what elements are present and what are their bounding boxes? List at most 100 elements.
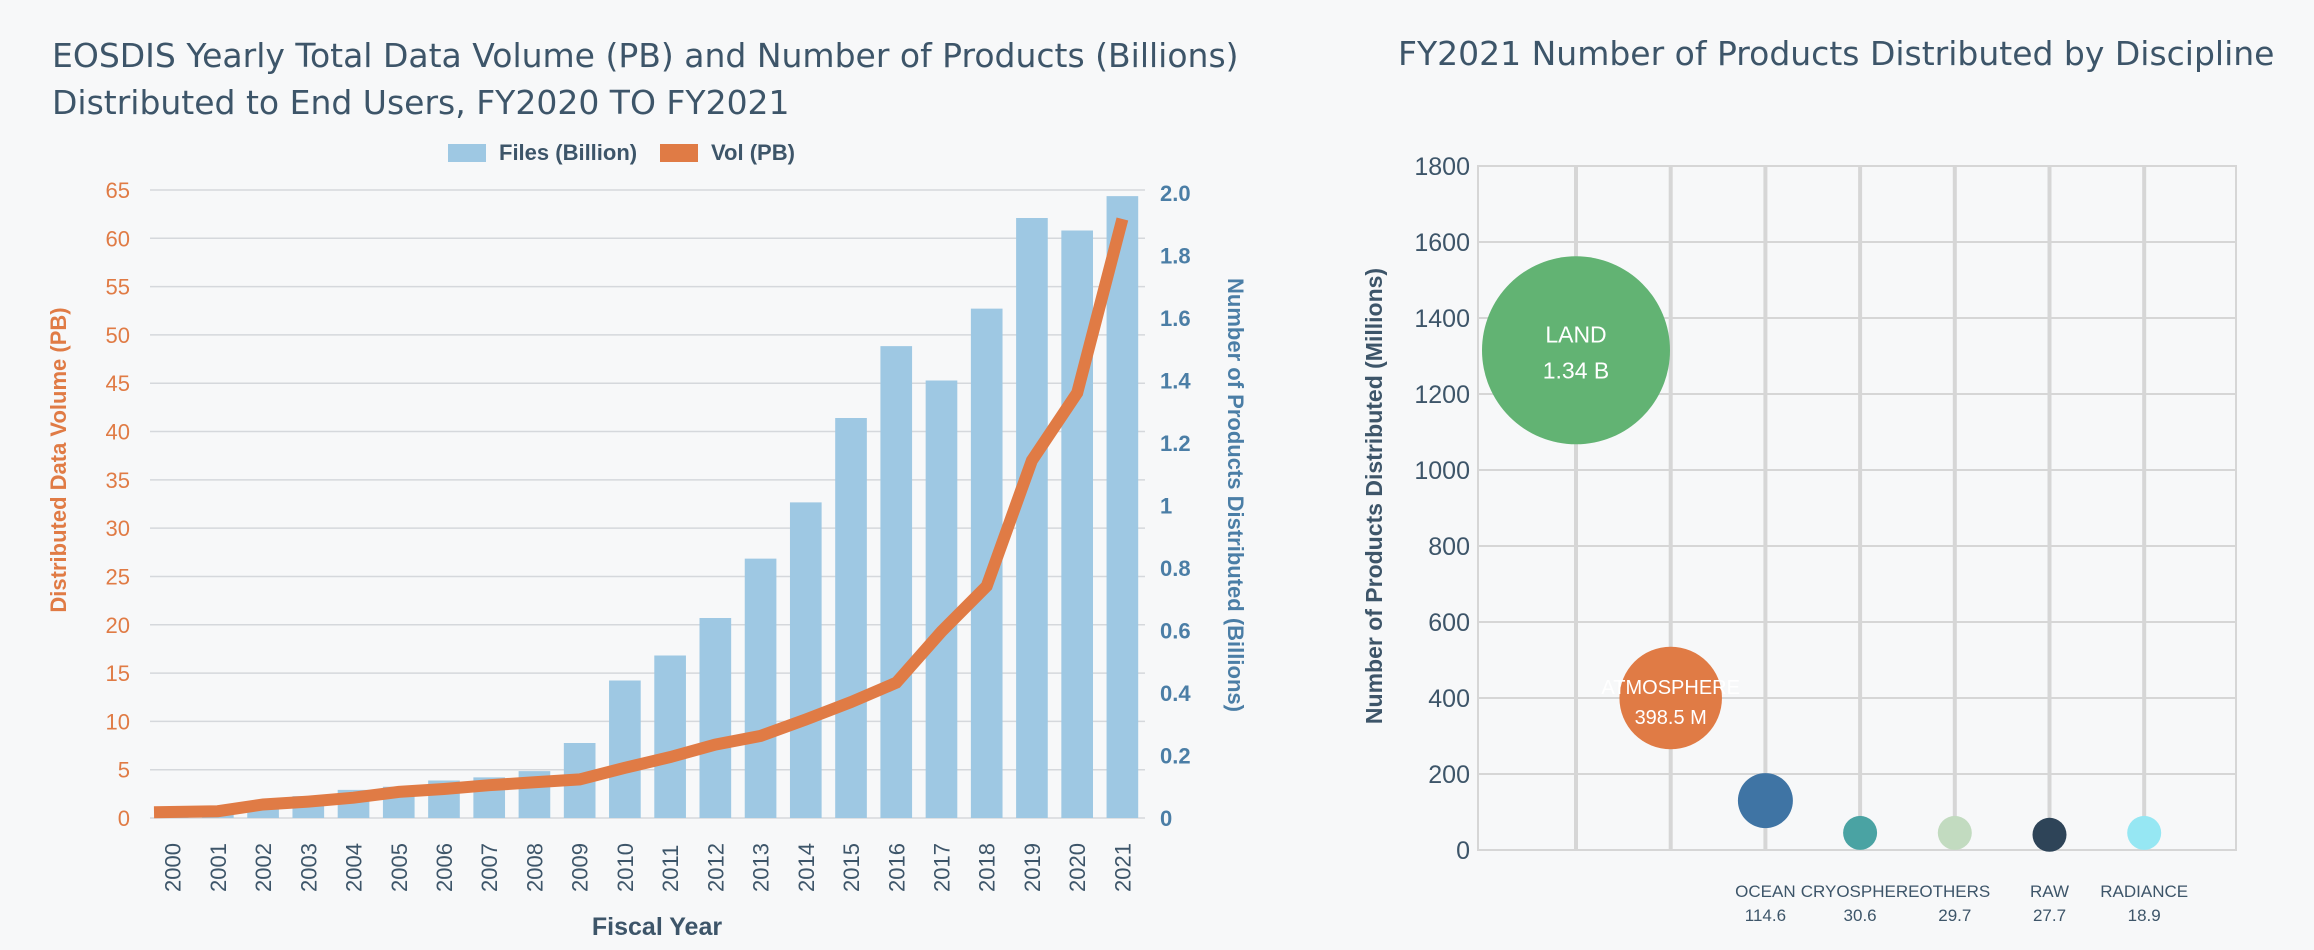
bubble-y-tick-label: 1800 (1414, 153, 1470, 181)
bar-2011 (654, 655, 686, 818)
y-left-tick-label: 45 (106, 371, 130, 396)
bar-2020 (1061, 230, 1093, 818)
x-tick-label-2003: 2003 (296, 843, 321, 892)
y-right-tick-label: 0.4 (1160, 681, 1191, 706)
x-tick-label-2005: 2005 (387, 843, 412, 892)
y-left-tick-label: 15 (106, 661, 130, 686)
x-tick-label-2015: 2015 (839, 843, 864, 892)
y-left-tick-label: 10 (106, 709, 130, 734)
bar-2014 (789, 502, 822, 818)
bubble-value-raw: 27.7 (2033, 906, 2066, 925)
x-tick-label-2004: 2004 (342, 843, 367, 892)
x-tick-label-2019: 2019 (1020, 843, 1045, 892)
bubble-y-tick-label: 400 (1428, 685, 1470, 713)
y-right-tick-label: 0.6 (1160, 619, 1191, 644)
bar-2013 (744, 558, 777, 818)
y-right-tick-label: 1 (1160, 494, 1172, 519)
y-left-tick-label: 65 (106, 178, 130, 203)
y-left-tick-label: 60 (106, 226, 130, 251)
bubble-value-radiance: 18.9 (2128, 906, 2161, 925)
y-right-axis-title: Number of Products Distributed (Billions… (1223, 278, 1248, 712)
bubble-others (1937, 815, 1972, 850)
x-tick-label-2011: 2011 (658, 845, 683, 892)
x-tick-label-2002: 2002 (251, 843, 276, 892)
y-left-tick-label: 40 (106, 420, 130, 445)
bubble-label-atmosphere: ATMOSPHERE (1601, 677, 1740, 699)
y-left-tick-label: 5 (118, 758, 130, 783)
left-chart-title-line2: Distributed to End Users, FY2020 TO FY20… (52, 83, 790, 122)
bubble-y-tick-label: 0 (1456, 837, 1470, 865)
right-chart-title: FY2021 Number of Products Distributed by… (1398, 34, 2275, 73)
bubble-value-land: 1.34 B (1543, 357, 1610, 383)
legend-label-0: Files (Billion) (499, 140, 637, 165)
legend: Files (Billion) Vol (PB) (448, 140, 795, 165)
bubble-value-others: 29.7 (1938, 906, 1971, 925)
x-tick-label-2009: 2009 (568, 843, 593, 892)
bubble-value-atmosphere: 398.5 M (1635, 707, 1707, 729)
vol-line (153, 217, 1129, 819)
bar-2019 (1016, 218, 1048, 818)
x-tick-label-2020: 2020 (1065, 843, 1090, 892)
bubble-ocean (1737, 773, 1793, 829)
x-tick-label-2018: 2018 (975, 843, 1000, 892)
x-tick-label-2007: 2007 (477, 843, 502, 892)
left-chart-title: EOSDIS Yearly Total Data Volume (PB) and… (52, 32, 1352, 126)
bubble-label-raw: RAW (2030, 882, 2069, 901)
bubble-label-cryosphere: CRYOSPHERE (1801, 882, 1920, 901)
x-tick-label-2021: 2021 (1110, 843, 1135, 892)
x-tick-label-2012: 2012 (703, 843, 728, 892)
bubble-y-tick-label: 1200 (1414, 381, 1470, 409)
bubble-label-radiance: RADIANCE (2100, 882, 2188, 901)
bar-2015 (835, 418, 867, 818)
y-right-tick-label: 0 (1160, 806, 1172, 831)
x-tick-label-2016: 2016 (884, 843, 909, 892)
bubble-atmosphere (1619, 646, 1722, 750)
y-left-tick-label: 50 (106, 323, 130, 348)
bubble-label-others: OTHERS (1919, 882, 1990, 901)
legend-item-1: Vol (PB) (660, 140, 795, 165)
bubble-y-tick-label: 800 (1428, 533, 1470, 561)
bubble-y-tick-label: 200 (1428, 761, 1470, 789)
bubble-radiance (2127, 815, 2162, 850)
x-tick-label-2014: 2014 (794, 843, 819, 892)
y-right-tick-label: 0.8 (1160, 556, 1191, 581)
x-tick-label-2008: 2008 (522, 843, 547, 892)
y-right-tick-label: 1.2 (1160, 431, 1191, 456)
y-left-tick-label: 20 (106, 613, 130, 638)
bubble-value-ocean: 114.6 (1745, 906, 1786, 925)
bubble-label-land: LAND (1545, 321, 1606, 347)
y-left-tick-label: 35 (106, 468, 130, 493)
y-right-tick-label: 1.6 (1160, 306, 1191, 331)
y-right-tick-label: 0.2 (1160, 744, 1191, 769)
y-right-tick-label: 1.8 (1160, 244, 1191, 269)
bar-2016 (880, 346, 913, 818)
y-left-tick-label: 0 (118, 806, 130, 831)
legend-label-1: Vol (PB) (711, 140, 795, 165)
bubble-label-ocean: OCEAN (1735, 882, 1795, 901)
bar-2010 (609, 680, 641, 818)
x-tick-label-2001: 2001 (206, 843, 231, 892)
bar-2012 (699, 618, 732, 818)
bubble-y-axis-title: Number of Products Distributed (Millions… (1361, 268, 1387, 724)
x-tick-label-2013: 2013 (749, 843, 774, 892)
bar-2017 (925, 380, 958, 818)
x-tick-label-2006: 2006 (432, 843, 457, 892)
left-chart-title-line1: EOSDIS Yearly Total Data Volume (PB) and… (52, 36, 1239, 75)
bubble-y-tick-label: 1400 (1414, 305, 1470, 333)
bubble-y-tick-label: 600 (1428, 609, 1470, 637)
bubble-y-tick-label: 1600 (1414, 229, 1470, 257)
legend-item-0: Files (Billion) (448, 140, 637, 165)
bubble-cryosphere (1843, 815, 1878, 850)
y-left-tick-label: 30 (106, 516, 130, 541)
y-left-tick-label: 55 (106, 275, 130, 300)
y-right-tick-label: 1.4 (1160, 369, 1191, 394)
legend-swatch-1 (660, 144, 698, 162)
y-left-tick-label: 25 (106, 564, 130, 589)
volume-products-chart: Files (Billion) Vol (PB)05101520253035404… (46, 140, 1248, 941)
bubble-y-tick-label: 1000 (1414, 457, 1470, 485)
x-tick-label-2017: 2017 (929, 843, 954, 892)
bar-2021 (1106, 196, 1139, 818)
bubble-value-cryosphere: 30.6 (1844, 906, 1877, 925)
y-right-tick-label: 2.0 (1160, 181, 1191, 206)
